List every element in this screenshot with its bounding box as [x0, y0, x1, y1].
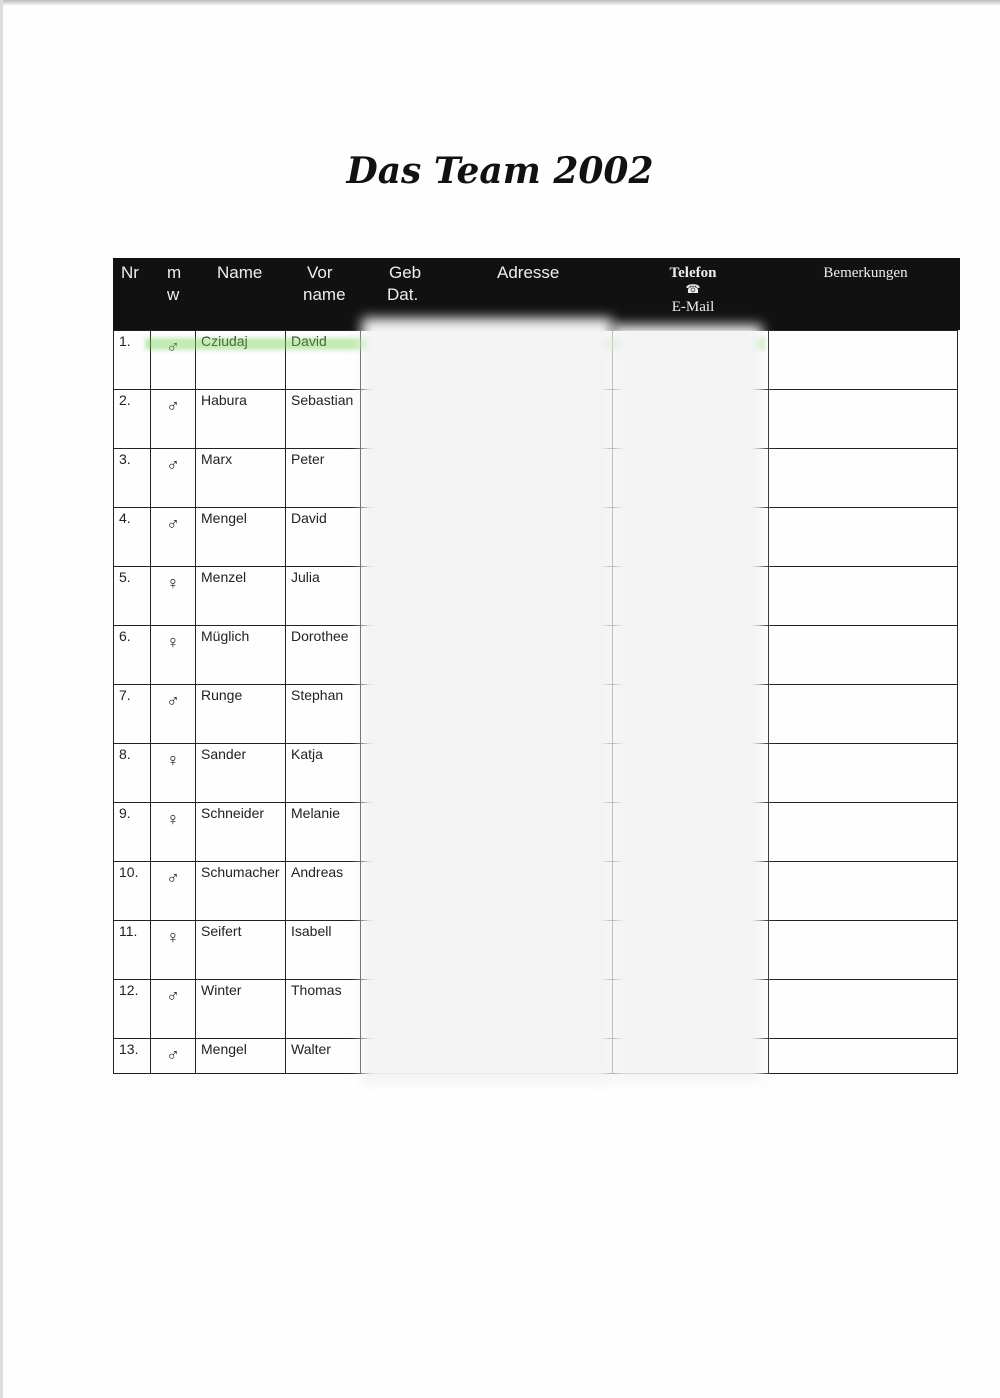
- nr-cell: 4.: [113, 508, 150, 567]
- nr-cell: 7.: [113, 685, 150, 744]
- geb-cell: [360, 921, 450, 980]
- geb-cell: [360, 331, 450, 390]
- sex-symbol: ♂: [150, 390, 195, 449]
- nr-cell: 12.: [113, 980, 150, 1039]
- header-adresse: Adresse: [497, 263, 560, 282]
- sex-symbol: ♂: [150, 331, 195, 390]
- header-email: E-Mail: [671, 299, 715, 315]
- name-cell: Mengel: [195, 1039, 285, 1073]
- redacted-address: [362, 318, 612, 1083]
- bemerkungen-cell: [768, 331, 958, 390]
- name-cell: Schneider: [195, 803, 285, 862]
- header-w: w: [167, 285, 180, 304]
- bemerkungen-cell: [768, 862, 958, 921]
- vorname-cell: Andreas: [285, 862, 360, 921]
- sex-symbol: ♂: [150, 449, 195, 508]
- sex-symbol: ♀: [150, 626, 195, 685]
- nr-cell: 13.: [113, 1039, 150, 1073]
- sex-symbol: ♀: [150, 803, 195, 862]
- header-bemerkungen: Bemerkungen: [823, 265, 908, 281]
- geb-cell: [360, 685, 450, 744]
- page-title: Das Team 2002: [346, 150, 654, 192]
- geb-cell: [360, 1039, 450, 1073]
- geb-cell: [360, 626, 450, 685]
- geb-cell: [360, 567, 450, 626]
- vorname-cell: Peter: [285, 449, 360, 508]
- bemerkungen-cell: [768, 685, 958, 744]
- sex-symbol: ♂: [150, 862, 195, 921]
- header-vor: Vor: [307, 263, 333, 282]
- geb-cell: [360, 390, 450, 449]
- name-cell: Winter: [195, 980, 285, 1039]
- header-m: m: [167, 263, 182, 282]
- name-cell: Cziudaj: [195, 331, 285, 390]
- vorname-cell: Sebastian: [285, 390, 360, 449]
- vorname-cell: Thomas: [285, 980, 360, 1039]
- vorname-cell: Julia: [285, 567, 360, 626]
- header-nr: Nr: [121, 263, 139, 282]
- bemerkungen-cell: [768, 508, 958, 567]
- nr-cell: 9.: [113, 803, 150, 862]
- bemerkungen-cell: [768, 1039, 958, 1073]
- bemerkungen-cell: [768, 980, 958, 1039]
- vorname-cell: Walter: [285, 1039, 360, 1073]
- bemerkungen-cell: [768, 626, 958, 685]
- geb-cell: [360, 744, 450, 803]
- geb-cell: [360, 862, 450, 921]
- vorname-cell: Dorothee: [285, 626, 360, 685]
- name-cell: Schumacher: [195, 862, 285, 921]
- name-cell: Runge: [195, 685, 285, 744]
- header-name: Name: [217, 263, 263, 282]
- bemerkungen-cell: [768, 567, 958, 626]
- vorname-cell: David: [285, 331, 360, 390]
- nr-cell: 8.: [113, 744, 150, 803]
- vorname-cell: Stephan: [285, 685, 360, 744]
- vorname-cell: Katja: [285, 744, 360, 803]
- sex-symbol: ♂: [150, 685, 195, 744]
- vorname-cell: David: [285, 508, 360, 567]
- name-cell: Habura: [195, 390, 285, 449]
- nr-cell: 10.: [113, 862, 150, 921]
- geb-cell: [360, 980, 450, 1039]
- sex-symbol: ♂: [150, 1039, 195, 1073]
- nr-cell: 2.: [113, 390, 150, 449]
- nr-cell: 1.: [113, 331, 150, 390]
- bemerkungen-cell: [768, 390, 958, 449]
- geb-cell: [360, 508, 450, 567]
- name-cell: Marx: [195, 449, 285, 508]
- nr-cell: 11.: [113, 921, 150, 980]
- scan-edge-left: [0, 0, 3, 1398]
- nr-cell: 6.: [113, 626, 150, 685]
- vorname-cell: Melanie: [285, 803, 360, 862]
- sex-symbol: ♂: [150, 980, 195, 1039]
- bemerkungen-cell: [768, 803, 958, 862]
- nr-cell: 3.: [113, 449, 150, 508]
- header-dat: Dat.: [387, 285, 419, 304]
- vorname-cell: Isabell: [285, 921, 360, 980]
- geb-cell: [360, 803, 450, 862]
- name-cell: Sander: [195, 744, 285, 803]
- phone-icon: ☎: [685, 282, 701, 296]
- name-cell: Seifert: [195, 921, 285, 980]
- name-cell: Mengel: [195, 508, 285, 567]
- name-cell: Menzel: [195, 567, 285, 626]
- redacted-contact: [612, 325, 762, 1080]
- geb-cell: [360, 449, 450, 508]
- sex-symbol: ♂: [150, 508, 195, 567]
- bemerkungen-cell: [768, 744, 958, 803]
- bemerkungen-cell: [768, 449, 958, 508]
- header-telefon: Telefon: [669, 265, 717, 281]
- sex-symbol: ♀: [150, 567, 195, 626]
- header-vorname: name: [303, 285, 346, 304]
- sex-symbol: ♀: [150, 744, 195, 803]
- header-geb: Geb: [389, 263, 422, 282]
- nr-cell: 5.: [113, 567, 150, 626]
- sex-symbol: ♀: [150, 921, 195, 980]
- scan-edge: [0, 0, 1000, 6]
- name-cell: Müglich: [195, 626, 285, 685]
- bemerkungen-cell: [768, 921, 958, 980]
